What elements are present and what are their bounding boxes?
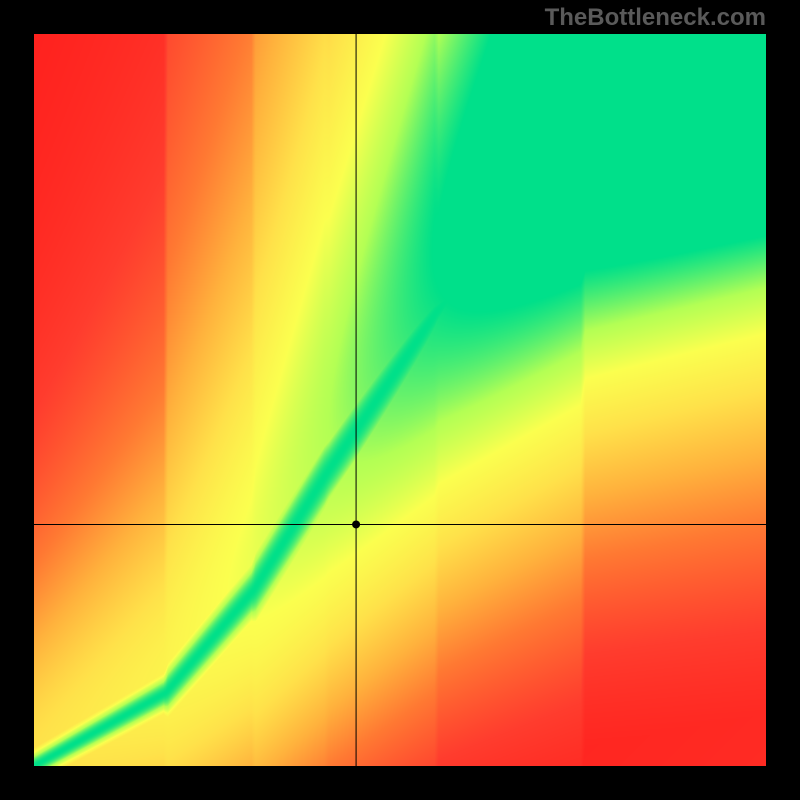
bottleneck-heatmap — [34, 34, 766, 766]
chart-container: { "canvas": { "width": 800, "height": 80… — [0, 0, 800, 800]
watermark-text: TheBottleneck.com — [545, 4, 766, 32]
